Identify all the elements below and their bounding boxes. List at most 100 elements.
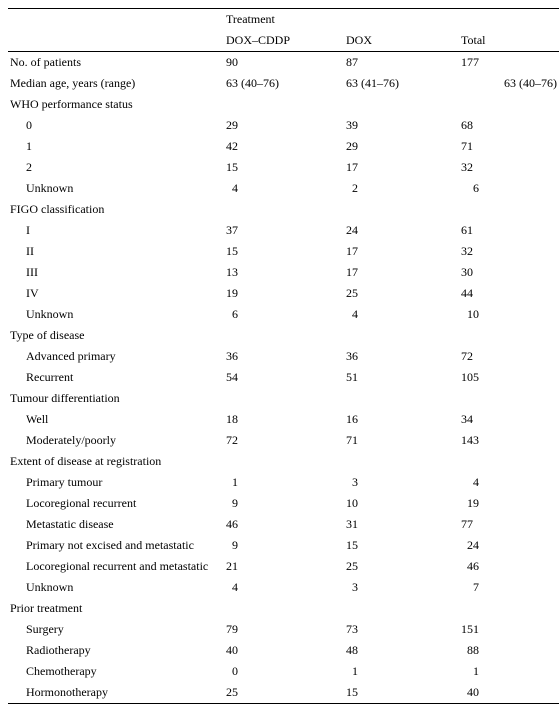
cell: 24 (459, 535, 559, 556)
row-label: Recurrent (8, 367, 224, 388)
cell: 6 (224, 304, 344, 325)
section-header: Prior treatment (8, 598, 559, 619)
table-row: III131730 (8, 262, 559, 283)
cell: 15 (344, 535, 459, 556)
table-row: Chemotherapy011 (8, 661, 559, 682)
cell: 1 (459, 661, 559, 682)
table-row: Unknown6410 (8, 304, 559, 325)
treatment-header: Treatment (224, 9, 459, 31)
patient-characteristics-table: Treatment DOX–CDDP DOX Total No. of pati… (8, 8, 559, 704)
row-label: Advanced primary (8, 346, 224, 367)
cell: 2 (344, 178, 459, 199)
table-row: Radiotherapy404888 (8, 640, 559, 661)
cell: 32 (459, 157, 559, 178)
cell: 51 (344, 367, 459, 388)
row-label: II (8, 241, 224, 262)
cell: 15 (224, 241, 344, 262)
col-dox: DOX (344, 30, 459, 52)
cell: 63 (40–76) (224, 73, 344, 94)
row-label: Radiotherapy (8, 640, 224, 661)
table-row: IV192544 (8, 283, 559, 304)
table-row: Surgery7973151 (8, 619, 559, 640)
cell: 77 (459, 514, 559, 535)
row-label: Median age, years (range) (8, 73, 224, 94)
table-header-row-2: DOX–CDDP DOX Total (8, 30, 559, 52)
row-label: Unknown (8, 304, 224, 325)
row-label: 1 (8, 136, 224, 157)
cell: 39 (344, 115, 459, 136)
figo-title: FIGO classification (8, 199, 559, 220)
cell: 42 (224, 136, 344, 157)
cell: 36 (344, 346, 459, 367)
tumour-title: Tumour differentiation (8, 388, 559, 409)
cell: 87 (344, 52, 459, 74)
cell: 21 (224, 556, 344, 577)
cell: 3 (344, 472, 459, 493)
cell: 90 (224, 52, 344, 74)
table-row: Primary tumour134 (8, 472, 559, 493)
cell: 54 (224, 367, 344, 388)
table-row: II151732 (8, 241, 559, 262)
cell: 36 (224, 346, 344, 367)
section-header: Tumour differentiation (8, 388, 559, 409)
row-label: 2 (8, 157, 224, 178)
section-header: Type of disease (8, 325, 559, 346)
table-row: 1422971 (8, 136, 559, 157)
row-label: Chemotherapy (8, 661, 224, 682)
table-row: Median age, years (range) 63 (40–76) 63 … (8, 73, 559, 94)
cell: 63 (40–76) (459, 73, 559, 94)
cell: 72 (224, 430, 344, 451)
cell: 17 (344, 262, 459, 283)
cell: 40 (459, 682, 559, 704)
cell: 151 (459, 619, 559, 640)
section-header: WHO performance status (8, 94, 559, 115)
table-header-row-1: Treatment (8, 9, 559, 31)
row-label: Primary tumour (8, 472, 224, 493)
row-label: Metastatic disease (8, 514, 224, 535)
col-dox-cddp: DOX–CDDP (224, 30, 344, 52)
table-row: 2151732 (8, 157, 559, 178)
cell: 25 (344, 556, 459, 577)
cell: 71 (344, 430, 459, 451)
row-label: 0 (8, 115, 224, 136)
cell: 44 (459, 283, 559, 304)
cell: 25 (224, 682, 344, 704)
cell: 30 (459, 262, 559, 283)
table-row: Metastatic disease463177 (8, 514, 559, 535)
cell: 6 (459, 178, 559, 199)
cell: 10 (459, 304, 559, 325)
table-row: Unknown426 (8, 178, 559, 199)
type-title: Type of disease (8, 325, 559, 346)
table-row: No. of patients 90 87 177 (8, 52, 559, 74)
cell: 48 (344, 640, 459, 661)
cell: 72 (459, 346, 559, 367)
cell: 18 (224, 409, 344, 430)
cell: 10 (344, 493, 459, 514)
cell: 16 (344, 409, 459, 430)
table-row: Primary not excised and metastatic91524 (8, 535, 559, 556)
cell: 32 (459, 241, 559, 262)
cell: 4 (344, 304, 459, 325)
row-label: I (8, 220, 224, 241)
col-total: Total (459, 30, 559, 52)
cell: 46 (224, 514, 344, 535)
cell: 7 (459, 577, 559, 598)
table-row: Hormonotherapy251540 (8, 682, 559, 704)
row-label: III (8, 262, 224, 283)
row-label: No. of patients (8, 52, 224, 74)
cell: 9 (224, 493, 344, 514)
cell: 4 (224, 577, 344, 598)
cell: 4 (459, 472, 559, 493)
cell: 73 (344, 619, 459, 640)
cell: 0 (224, 661, 344, 682)
table-row: Locoregional recurrent and metastatic212… (8, 556, 559, 577)
cell: 177 (459, 52, 559, 74)
section-header: Extent of disease at registration (8, 451, 559, 472)
cell: 25 (344, 283, 459, 304)
table-row: Well181634 (8, 409, 559, 430)
cell: 17 (344, 157, 459, 178)
row-label: Primary not excised and metastatic (8, 535, 224, 556)
cell: 61 (459, 220, 559, 241)
cell: 29 (344, 136, 459, 157)
table-row: Advanced primary363672 (8, 346, 559, 367)
